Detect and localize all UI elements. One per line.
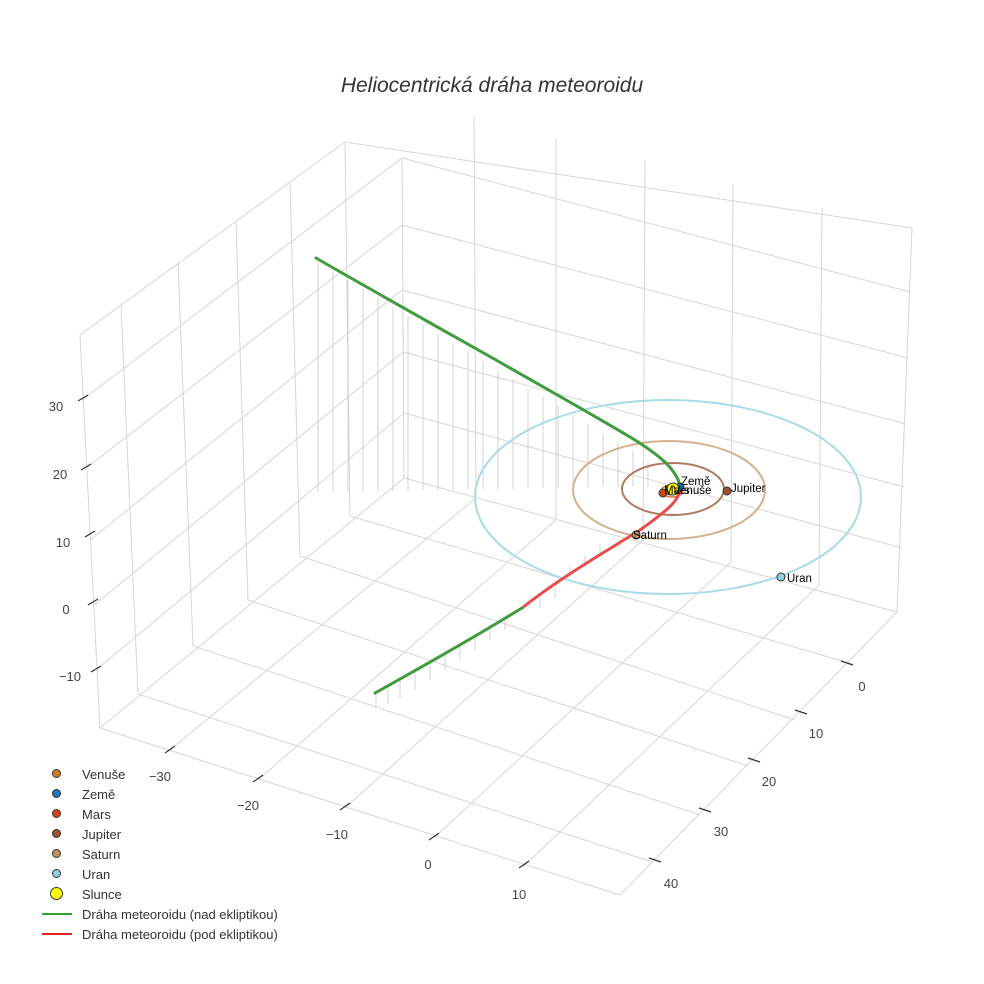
legend-item-venuse[interactable]: Venuše [40,764,278,784]
planet-saturn [631,530,641,540]
planets[interactable] [631,482,786,582]
svg-text:10: 10 [809,726,823,741]
svg-text:−30: −30 [149,769,171,784]
marker-icon [40,804,76,824]
svg-text:Venuše: Venuše [673,485,711,497]
svg-text:Saturn: Saturn [633,530,667,542]
orbit-saturn [572,440,766,540]
legend-item-mars[interactable]: Mars [40,804,278,824]
grid-floor [99,477,898,896]
svg-text:0: 0 [62,602,69,617]
trajectory-above-ecliptic-upper [314,256,682,487]
x-axis-tick-labels: −30 −20 −10 0 10 [149,769,526,902]
planet-orbits [474,399,862,595]
svg-text:20: 20 [53,467,67,482]
z-axis-tick-labels: 30 20 10 0 −10 [49,399,81,684]
trajectory-above-ecliptic-lower [373,606,524,695]
svg-text:20: 20 [762,774,776,789]
svg-text:10: 10 [56,535,70,550]
planet-uran [776,572,786,582]
sun [666,482,680,496]
legend: Venuše Země Mars Jupiter Saturn Uran Slu… [40,764,278,944]
chart-title: Heliocentrická dráha meteoroidu [340,74,644,97]
svg-text:30: 30 [714,824,728,839]
y-axis-tick-labels: 0 10 20 30 40 [664,679,866,891]
svg-text:0: 0 [424,857,431,872]
marker-icon [40,784,76,804]
legend-item-saturn[interactable]: Saturn [40,844,278,864]
grid-back-walls [79,116,913,729]
planet-labels: Země Venuše Mars Jupiter Saturn Uran [633,476,812,585]
svg-text:Země: Země [681,476,710,488]
planet-jupiter [722,486,732,496]
marker-icon [40,824,76,844]
marker-icon [40,844,76,864]
marker-icon [40,764,76,784]
legend-item-zeme[interactable]: Země [40,784,278,804]
axis-ticks [77,394,854,869]
legend-item-jupiter[interactable]: Jupiter [40,824,278,844]
svg-text:−10: −10 [326,827,348,842]
svg-text:−10: −10 [59,669,81,684]
trajectory-drop-lines [317,262,649,708]
legend-item-trajectory-below[interactable]: Dráha meteoroidu (pod ekliptikou) [40,924,278,944]
line-icon [40,904,76,924]
line-icon [40,924,76,944]
svg-text:Jupiter: Jupiter [731,483,766,495]
legend-item-uran[interactable]: Uran [40,864,278,884]
svg-text:10: 10 [512,887,526,902]
orbit-uran [474,399,862,595]
legend-item-trajectory-above[interactable]: Dráha meteoroidu (nad ekliptikou) [40,904,278,924]
svg-text:Uran: Uran [787,573,812,585]
svg-text:Mars: Mars [664,485,690,497]
marker-icon [40,864,76,884]
svg-text:−20: −20 [237,798,259,813]
sun-marker-icon [40,884,76,904]
svg-text:0: 0 [858,679,865,694]
svg-text:40: 40 [664,876,678,891]
legend-item-slunce[interactable]: Slunce [40,884,278,904]
svg-text:30: 30 [49,399,63,414]
